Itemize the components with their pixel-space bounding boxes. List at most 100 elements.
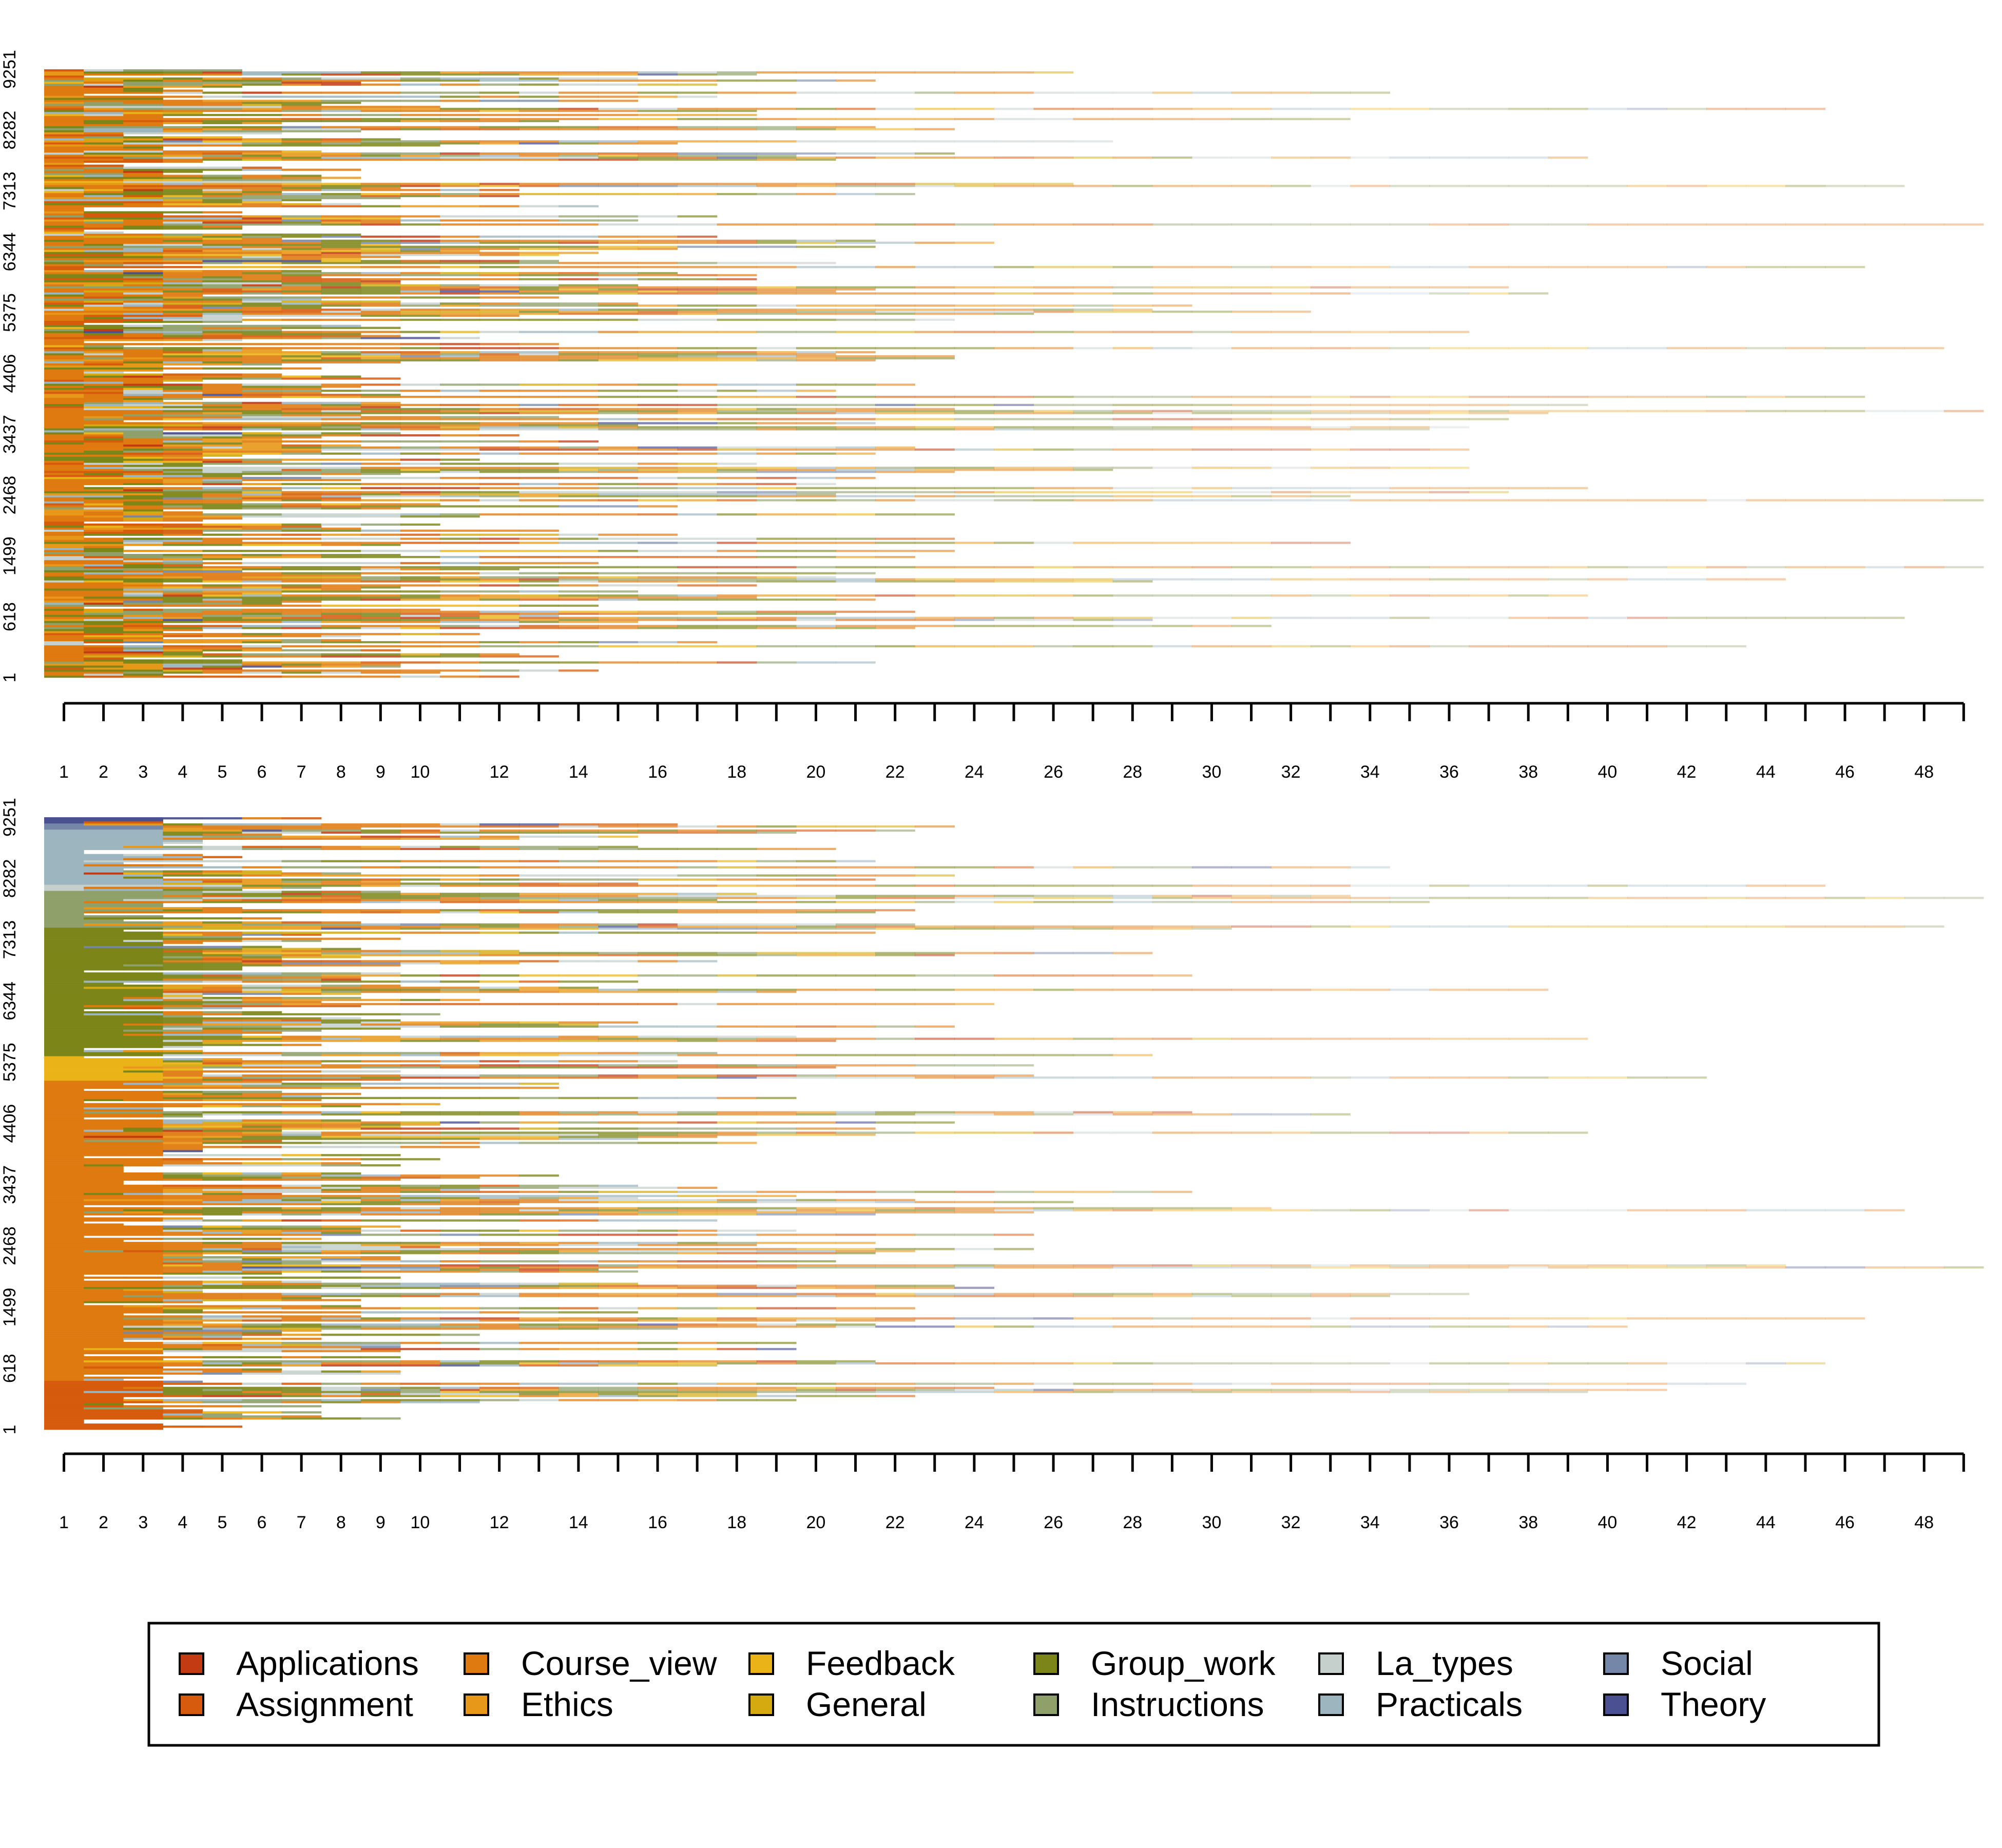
sequence-cell (321, 1364, 361, 1367)
sequence-cell (1152, 91, 1192, 94)
sequence-cell (202, 1401, 243, 1403)
sequence-cell (202, 663, 243, 666)
sequence-cell (717, 1293, 757, 1295)
sequence-cell (915, 1293, 955, 1295)
sequence-cell (638, 142, 678, 145)
sequence-cell (440, 1393, 480, 1395)
sequence-cell (1943, 499, 1984, 502)
sequence-cell (163, 627, 203, 629)
sequence-cell (84, 489, 124, 491)
sequence-cell (123, 243, 163, 246)
sequence-cell (400, 625, 440, 627)
sequence-cell (1390, 292, 1430, 295)
sequence-cell (875, 286, 915, 288)
sequence-cell (123, 172, 163, 175)
sequence-cell (84, 349, 124, 352)
sequence-cell (44, 651, 84, 653)
sequence-cell (242, 401, 282, 405)
sequence-cell (1429, 395, 1470, 398)
y-tick-label: 1 (0, 673, 20, 683)
sequence-cell (44, 219, 84, 222)
sequence-cell (202, 85, 243, 88)
sequence-cell (84, 442, 124, 445)
sequence-cell (598, 1342, 639, 1344)
sequence-cell (677, 288, 718, 291)
sequence-cell (1152, 292, 1192, 295)
sequence-cell (84, 434, 124, 437)
sequence-cell (44, 469, 84, 471)
sequence-cell (479, 576, 519, 579)
sequence-cell (242, 410, 282, 412)
sequence-cell (756, 410, 797, 412)
sequence-cell (756, 154, 797, 157)
sequence-cell (519, 495, 559, 497)
sequence-cell (519, 71, 559, 74)
sequence-cell (84, 187, 124, 189)
sequence-cell (281, 1338, 322, 1340)
sequence-cell (1033, 91, 1074, 94)
sequence-cell (677, 241, 718, 244)
sequence-cell (163, 517, 203, 520)
sequence-cell (242, 523, 282, 526)
sequence-cell (1429, 403, 1470, 406)
sequence-cell (44, 473, 84, 475)
sequence-cell (44, 383, 84, 386)
sequence-cell (360, 249, 401, 252)
sequence-cell (163, 316, 203, 319)
sequence-cell (321, 507, 361, 510)
sequence-cell (479, 422, 519, 425)
sequence-cell (440, 487, 480, 489)
sequence-cell (321, 527, 361, 530)
sequence-cell (559, 318, 599, 321)
sequence-cell (202, 314, 243, 317)
sequence-cell (360, 661, 401, 664)
sequence-cell (360, 507, 401, 510)
sequence-cell (321, 410, 361, 412)
sequence-cell (242, 183, 282, 185)
sequence-cell (242, 608, 282, 611)
sequence-cell (84, 98, 124, 100)
sequence-cell (44, 232, 84, 234)
sequence-cell (717, 578, 757, 581)
sequence-cell (400, 434, 440, 437)
sequence-cell (84, 243, 124, 246)
sequence-cell (321, 440, 361, 443)
sequence-cell (44, 136, 84, 139)
sequence-cell (1785, 185, 1826, 187)
sequence-cell (717, 495, 757, 497)
sequence-cell (756, 422, 797, 425)
sequence-cell (281, 586, 322, 589)
sequence-cell (202, 339, 243, 341)
sequence-cell (519, 252, 559, 254)
sequence-cell (756, 1325, 797, 1328)
sequence-cell (44, 416, 84, 418)
sequence-cell (559, 278, 599, 281)
sequence-cell (440, 416, 480, 418)
sequence-cell (281, 1293, 322, 1295)
sequence-cell (281, 79, 322, 82)
sequence-cell (44, 432, 84, 435)
sequence-cell (84, 661, 124, 664)
sequence-cell (242, 412, 282, 414)
sequence-cell (954, 403, 994, 406)
sequence-cell (360, 197, 401, 200)
sequence-cell (1311, 410, 1351, 412)
sequence-cell (519, 140, 559, 143)
sequence-cell (163, 298, 203, 301)
sequence-cell (400, 235, 440, 238)
sequence-cell (281, 324, 322, 327)
sequence-cell (954, 1387, 994, 1389)
sequence-cell (1112, 566, 1153, 568)
sequence-cell (44, 556, 84, 559)
sequence-cell (281, 610, 322, 613)
sequence-cell (1152, 403, 1192, 406)
sequence-cell (123, 254, 163, 256)
sequence-cell (796, 395, 836, 398)
sequence-cell (202, 556, 243, 559)
sequence-cell (123, 1399, 163, 1401)
sequence-cell (163, 300, 203, 303)
sequence-cell (202, 199, 243, 202)
sequence-cell (44, 422, 84, 425)
sequence-cell (44, 124, 84, 126)
sequence-cell (756, 537, 797, 540)
